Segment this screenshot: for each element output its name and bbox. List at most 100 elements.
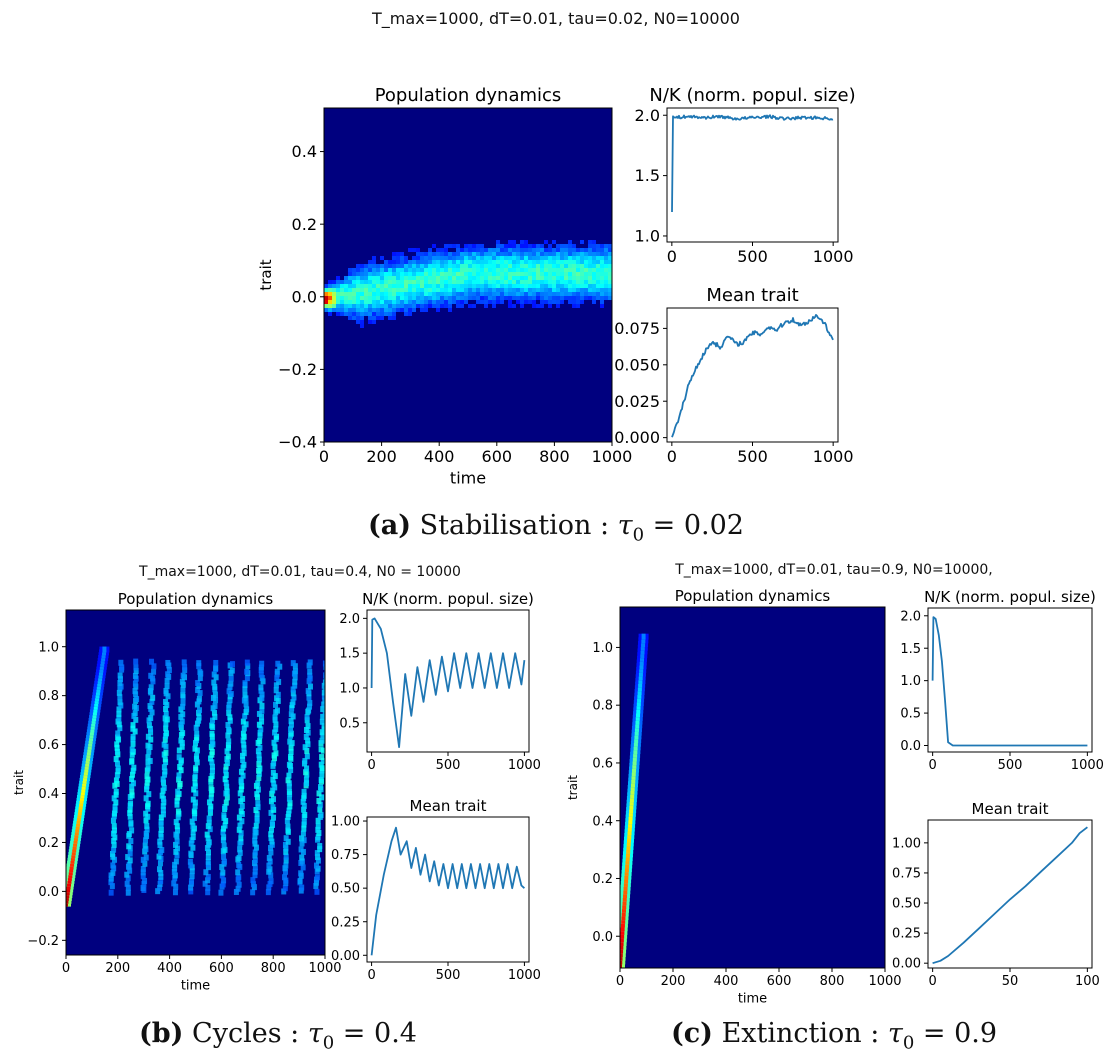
heatmap-cell: [392, 252, 396, 256]
heatmap-cell: [580, 264, 584, 268]
heatmap-stripe-cell: [292, 674, 298, 681]
heatmap-cell: [512, 260, 516, 264]
heatmap-cell: [408, 284, 412, 288]
x-tick-label: 50: [1002, 974, 1019, 989]
heatmap-cell: [488, 252, 492, 256]
y-tick-label: 1.5: [900, 642, 921, 657]
heatmap-cell: [604, 292, 608, 296]
heatmap-cell: [440, 248, 444, 252]
heatmap-cell: [584, 268, 588, 272]
heatmap-cell: [432, 300, 436, 304]
heatmap-stripe-cell: [190, 829, 196, 836]
heatmap-cell: [564, 248, 568, 252]
heatmap-stripe-cell: [221, 853, 227, 860]
heatmap-stripe-cell: [126, 862, 132, 869]
heatmap-cell: [520, 300, 524, 304]
heatmap-cell: [576, 292, 580, 296]
heatmap-cell: [488, 284, 492, 288]
heatmap-cell: [460, 284, 464, 288]
heatmap-stripe-cell: [235, 869, 241, 876]
heatmap-stripe-cell: [224, 794, 230, 801]
heatmap-stripe-cell: [194, 759, 200, 766]
heatmap-cell: [404, 296, 408, 300]
heatmap-cell: [472, 280, 476, 284]
heatmap-stripe-cell: [209, 759, 215, 766]
heatmap-cell: [532, 300, 536, 304]
heatmap-cell: [428, 256, 432, 260]
heatmap-stripe-cell: [242, 680, 248, 687]
heatmap-cell: [500, 288, 504, 292]
heatmap-stripe-cell: [241, 745, 247, 752]
heatmap-cell: [436, 288, 440, 292]
heatmap-cell: [452, 276, 456, 280]
heatmap-stripe-cell: [112, 834, 118, 841]
heatmap-stripe-cell: [315, 823, 321, 830]
heatmap-cell: [372, 296, 376, 300]
heatmap-cell: [584, 248, 588, 252]
heatmap-stripe-cell: [250, 877, 256, 884]
heatmap-cell: [352, 312, 356, 316]
heatmap-cell: [388, 316, 392, 320]
heatmap-stripe-cell: [110, 817, 116, 824]
heatmap-streak-core: [638, 681, 643, 688]
heatmap-stripe-cell: [196, 714, 202, 721]
heatmap-stripe-cell: [257, 729, 263, 736]
heatmap-cell: [508, 240, 512, 244]
heatmap-stripe-cell: [283, 862, 289, 869]
heatmap-cell: [396, 304, 400, 308]
heatmap-cell: [460, 296, 464, 300]
y-tick-label: 0.25: [892, 927, 921, 942]
heatmap-cell: [588, 240, 592, 244]
heatmap-stripe-cell: [114, 741, 120, 748]
heatmap-cell: [552, 268, 556, 272]
heatmap-cell: [484, 304, 488, 308]
heatmap-stripe-cell: [303, 726, 309, 733]
heatmap-cell: [476, 276, 480, 280]
heatmap-cell: [560, 288, 564, 292]
heatmap-cell: [492, 304, 496, 308]
heatmap-cell: [352, 280, 356, 284]
heatmap-cell: [412, 276, 416, 280]
heatmap-stripe-cell: [243, 695, 249, 702]
caption-b-text: Cycles: [192, 1018, 282, 1049]
heatmap-cell: [548, 300, 552, 304]
heatmap-stripe-cell: [256, 721, 262, 728]
heatmap-stripe-cell: [180, 672, 186, 679]
heatmap-stripe-cell: [270, 776, 276, 783]
heatmap-stripe-cell: [272, 784, 278, 791]
heatmap-stripe-cell: [225, 753, 231, 760]
y-tick-label: 0.050: [614, 355, 660, 374]
heatmap-stripe-cell: [301, 792, 307, 799]
heatmap-stripe-cell: [157, 842, 163, 849]
heatmap-cell: [576, 300, 580, 304]
heatmap-cell: [432, 260, 436, 264]
heatmap-stripe-cell: [269, 819, 275, 826]
heatmap-cell: [564, 280, 568, 284]
heatmap-cell: [520, 292, 524, 296]
heatmap-cell: [340, 284, 344, 288]
caption-c-tau: 0.9: [954, 1018, 998, 1049]
heatmap-cell: [388, 264, 392, 268]
heatmap-cell: [376, 268, 380, 272]
heatmap-cell: [608, 248, 612, 252]
heatmap-cell: [604, 284, 608, 288]
heatmap-stripe-cell: [151, 663, 157, 670]
heatmap-cell: [400, 288, 404, 292]
heatmap-cell: [500, 284, 504, 288]
heatmap-stripe-cell: [205, 873, 211, 880]
heatmap-stripe-cell: [192, 745, 198, 752]
heatmap-stripe-cell: [163, 720, 169, 727]
heatmap-cell: [420, 252, 424, 256]
x-tick-label: 1000: [508, 968, 541, 983]
heatmap-cell: [472, 296, 476, 300]
heatmap-stripe-cell: [193, 724, 199, 731]
heatmap-cell: [372, 268, 376, 272]
heatmap-stripe-cell: [259, 695, 265, 702]
heatmap-stripe-cell: [293, 668, 299, 675]
heatmap-stripe-cell: [108, 889, 114, 896]
heatmap-cell: [424, 272, 428, 276]
heatmap-cell: [388, 280, 392, 284]
heatmap-cell: [380, 308, 384, 312]
heatmap-cell: [484, 268, 488, 272]
